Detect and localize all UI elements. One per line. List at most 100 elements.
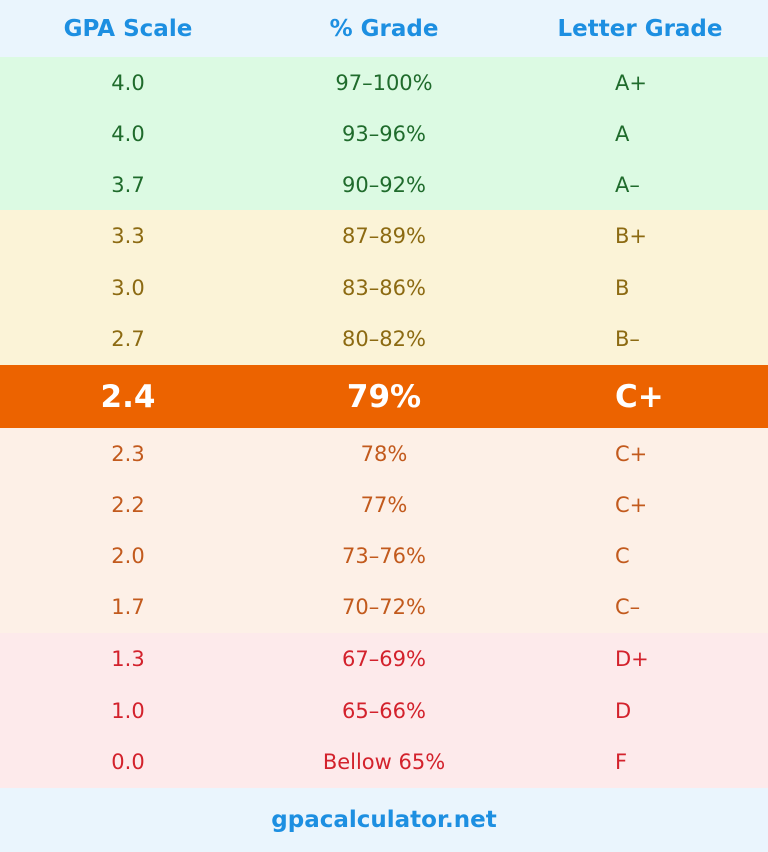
cell-text: 1.3 bbox=[111, 646, 145, 671]
grade-cell: 73–76% bbox=[256, 531, 512, 582]
header-cell: Letter Grade bbox=[512, 0, 768, 57]
cell-text: 3.7 bbox=[111, 172, 145, 197]
grade-cell: D+ bbox=[512, 633, 768, 685]
site-name: gpacalculator.net bbox=[271, 807, 497, 833]
grade-cell: 2.3 bbox=[0, 428, 256, 479]
grade-cell: 2.4 bbox=[0, 365, 256, 428]
grade-cell: C bbox=[512, 531, 768, 582]
cell-text: A+ bbox=[615, 70, 647, 95]
cell-text: 83–86% bbox=[342, 275, 426, 300]
grade-row: 0.0 Bellow 65% F bbox=[0, 736, 768, 788]
cell-text: B– bbox=[615, 327, 640, 352]
grade-cell: C+ bbox=[512, 479, 768, 530]
cell-text: F bbox=[615, 750, 628, 775]
grade-cell: 87–89% bbox=[256, 210, 512, 262]
grade-cell: D bbox=[512, 685, 768, 737]
grade-cell: 2.0 bbox=[0, 531, 256, 582]
grade-cell: 77% bbox=[256, 479, 512, 530]
cell-text: 87–89% bbox=[342, 223, 426, 248]
cell-text: 93–96% bbox=[342, 121, 426, 146]
grade-cell: C+ bbox=[512, 365, 768, 428]
grade-cell: 1.0 bbox=[0, 685, 256, 737]
grade-row: 3.7 90–92% A– bbox=[0, 159, 768, 210]
grade-cell: 83–86% bbox=[256, 262, 512, 314]
cell-text: 1.7 bbox=[111, 595, 145, 620]
grade-section: 4.0 97–100% A+ 4.0 93–96% A 3.7 90–92% A– bbox=[0, 57, 768, 210]
grade-cell: 67–69% bbox=[256, 633, 512, 685]
grade-cell: 93–96% bbox=[256, 108, 512, 159]
cell-text: 97–100% bbox=[335, 70, 433, 95]
cell-text: 3.3 bbox=[111, 223, 145, 248]
grade-cell: F bbox=[512, 736, 768, 788]
grade-cell: 78% bbox=[256, 428, 512, 479]
cell-text: 90–92% bbox=[342, 172, 426, 197]
grade-cell: 1.7 bbox=[0, 582, 256, 633]
cell-text: 2.7 bbox=[111, 327, 145, 352]
cell-text: 4.0 bbox=[111, 70, 145, 95]
column-title: % Grade bbox=[329, 15, 439, 42]
cell-text: A bbox=[615, 121, 630, 146]
cell-text: 79% bbox=[346, 378, 422, 415]
grade-cell: C+ bbox=[512, 428, 768, 479]
grade-cell: 80–82% bbox=[256, 313, 512, 365]
grade-cell: 1.3 bbox=[0, 633, 256, 685]
header-cell: GPA Scale bbox=[0, 0, 256, 57]
grade-cell: 4.0 bbox=[0, 57, 256, 108]
grade-row: 2.0 73–76% C bbox=[0, 531, 768, 582]
table-header: GPA Scale % Grade Letter Grade bbox=[0, 0, 768, 57]
cell-text: 4.0 bbox=[111, 121, 145, 146]
grade-row: 2.7 80–82% B– bbox=[0, 313, 768, 365]
grade-cell: 79% bbox=[256, 365, 512, 428]
grade-cell: 4.0 bbox=[0, 108, 256, 159]
cell-text: A– bbox=[615, 172, 640, 197]
grade-cell: B+ bbox=[512, 210, 768, 262]
cell-text: B+ bbox=[615, 223, 648, 248]
grade-row: 2.3 78% C+ bbox=[0, 428, 768, 479]
grade-section: 2.3 78% C+ 2.2 77% C+ 2.0 73–76% C 1.7 70–72% C– bbox=[0, 428, 768, 633]
cell-text: 2.0 bbox=[111, 544, 145, 569]
cell-text: 77% bbox=[360, 492, 408, 517]
cell-text: 2.4 bbox=[100, 378, 156, 415]
cell-text: C– bbox=[615, 595, 641, 620]
grade-row: 1.7 70–72% C– bbox=[0, 582, 768, 633]
grade-cell: 90–92% bbox=[256, 159, 512, 210]
grade-row: 1.0 65–66% D bbox=[0, 685, 768, 737]
cell-text: B bbox=[615, 275, 630, 300]
grade-cell: Bellow 65% bbox=[256, 736, 512, 788]
grade-row: 3.3 87–89% B+ bbox=[0, 210, 768, 262]
footer: gpacalculator.net bbox=[0, 788, 768, 852]
grade-row: 4.0 93–96% A bbox=[0, 108, 768, 159]
cell-text: C+ bbox=[615, 492, 648, 517]
grade-cell: 3.3 bbox=[0, 210, 256, 262]
grade-cell: B bbox=[512, 262, 768, 314]
grade-cell: 3.7 bbox=[0, 159, 256, 210]
grade-cell: A bbox=[512, 108, 768, 159]
grade-section: 2.4 79% C+ bbox=[0, 365, 768, 428]
cell-text: Bellow 65% bbox=[322, 750, 446, 775]
grade-cell: 97–100% bbox=[256, 57, 512, 108]
grade-cell: 2.7 bbox=[0, 313, 256, 365]
grade-section: 3.3 87–89% B+ 3.0 83–86% B 2.7 80–82% B– bbox=[0, 210, 768, 365]
cell-text: 2.2 bbox=[111, 492, 145, 517]
grade-cell: C– bbox=[512, 582, 768, 633]
grade-cell: 70–72% bbox=[256, 582, 512, 633]
grade-cell: 0.0 bbox=[0, 736, 256, 788]
grade-cell: A+ bbox=[512, 57, 768, 108]
cell-text: D+ bbox=[615, 646, 649, 671]
cell-text: D bbox=[615, 698, 632, 723]
cell-text: C+ bbox=[615, 378, 664, 415]
cell-text: 73–76% bbox=[342, 544, 426, 569]
cell-text: 65–66% bbox=[342, 698, 426, 723]
table-body: 4.0 97–100% A+ 4.0 93–96% A 3.7 90–92% A– 3.3 87–8… bbox=[0, 57, 768, 788]
cell-text: 2.3 bbox=[111, 441, 145, 466]
grade-cell: A– bbox=[512, 159, 768, 210]
grade-row: 1.3 67–69% D+ bbox=[0, 633, 768, 685]
cell-text: 0.0 bbox=[111, 750, 145, 775]
grade-row: 4.0 97–100% A+ bbox=[0, 57, 768, 108]
grade-section: 1.3 67–69% D+ 1.0 65–66% D 0.0 Bellow 65% F bbox=[0, 633, 768, 788]
cell-text: 3.0 bbox=[111, 275, 145, 300]
cell-text: C+ bbox=[615, 441, 648, 466]
cell-text: 1.0 bbox=[111, 698, 145, 723]
column-title: Letter Grade bbox=[557, 15, 723, 42]
